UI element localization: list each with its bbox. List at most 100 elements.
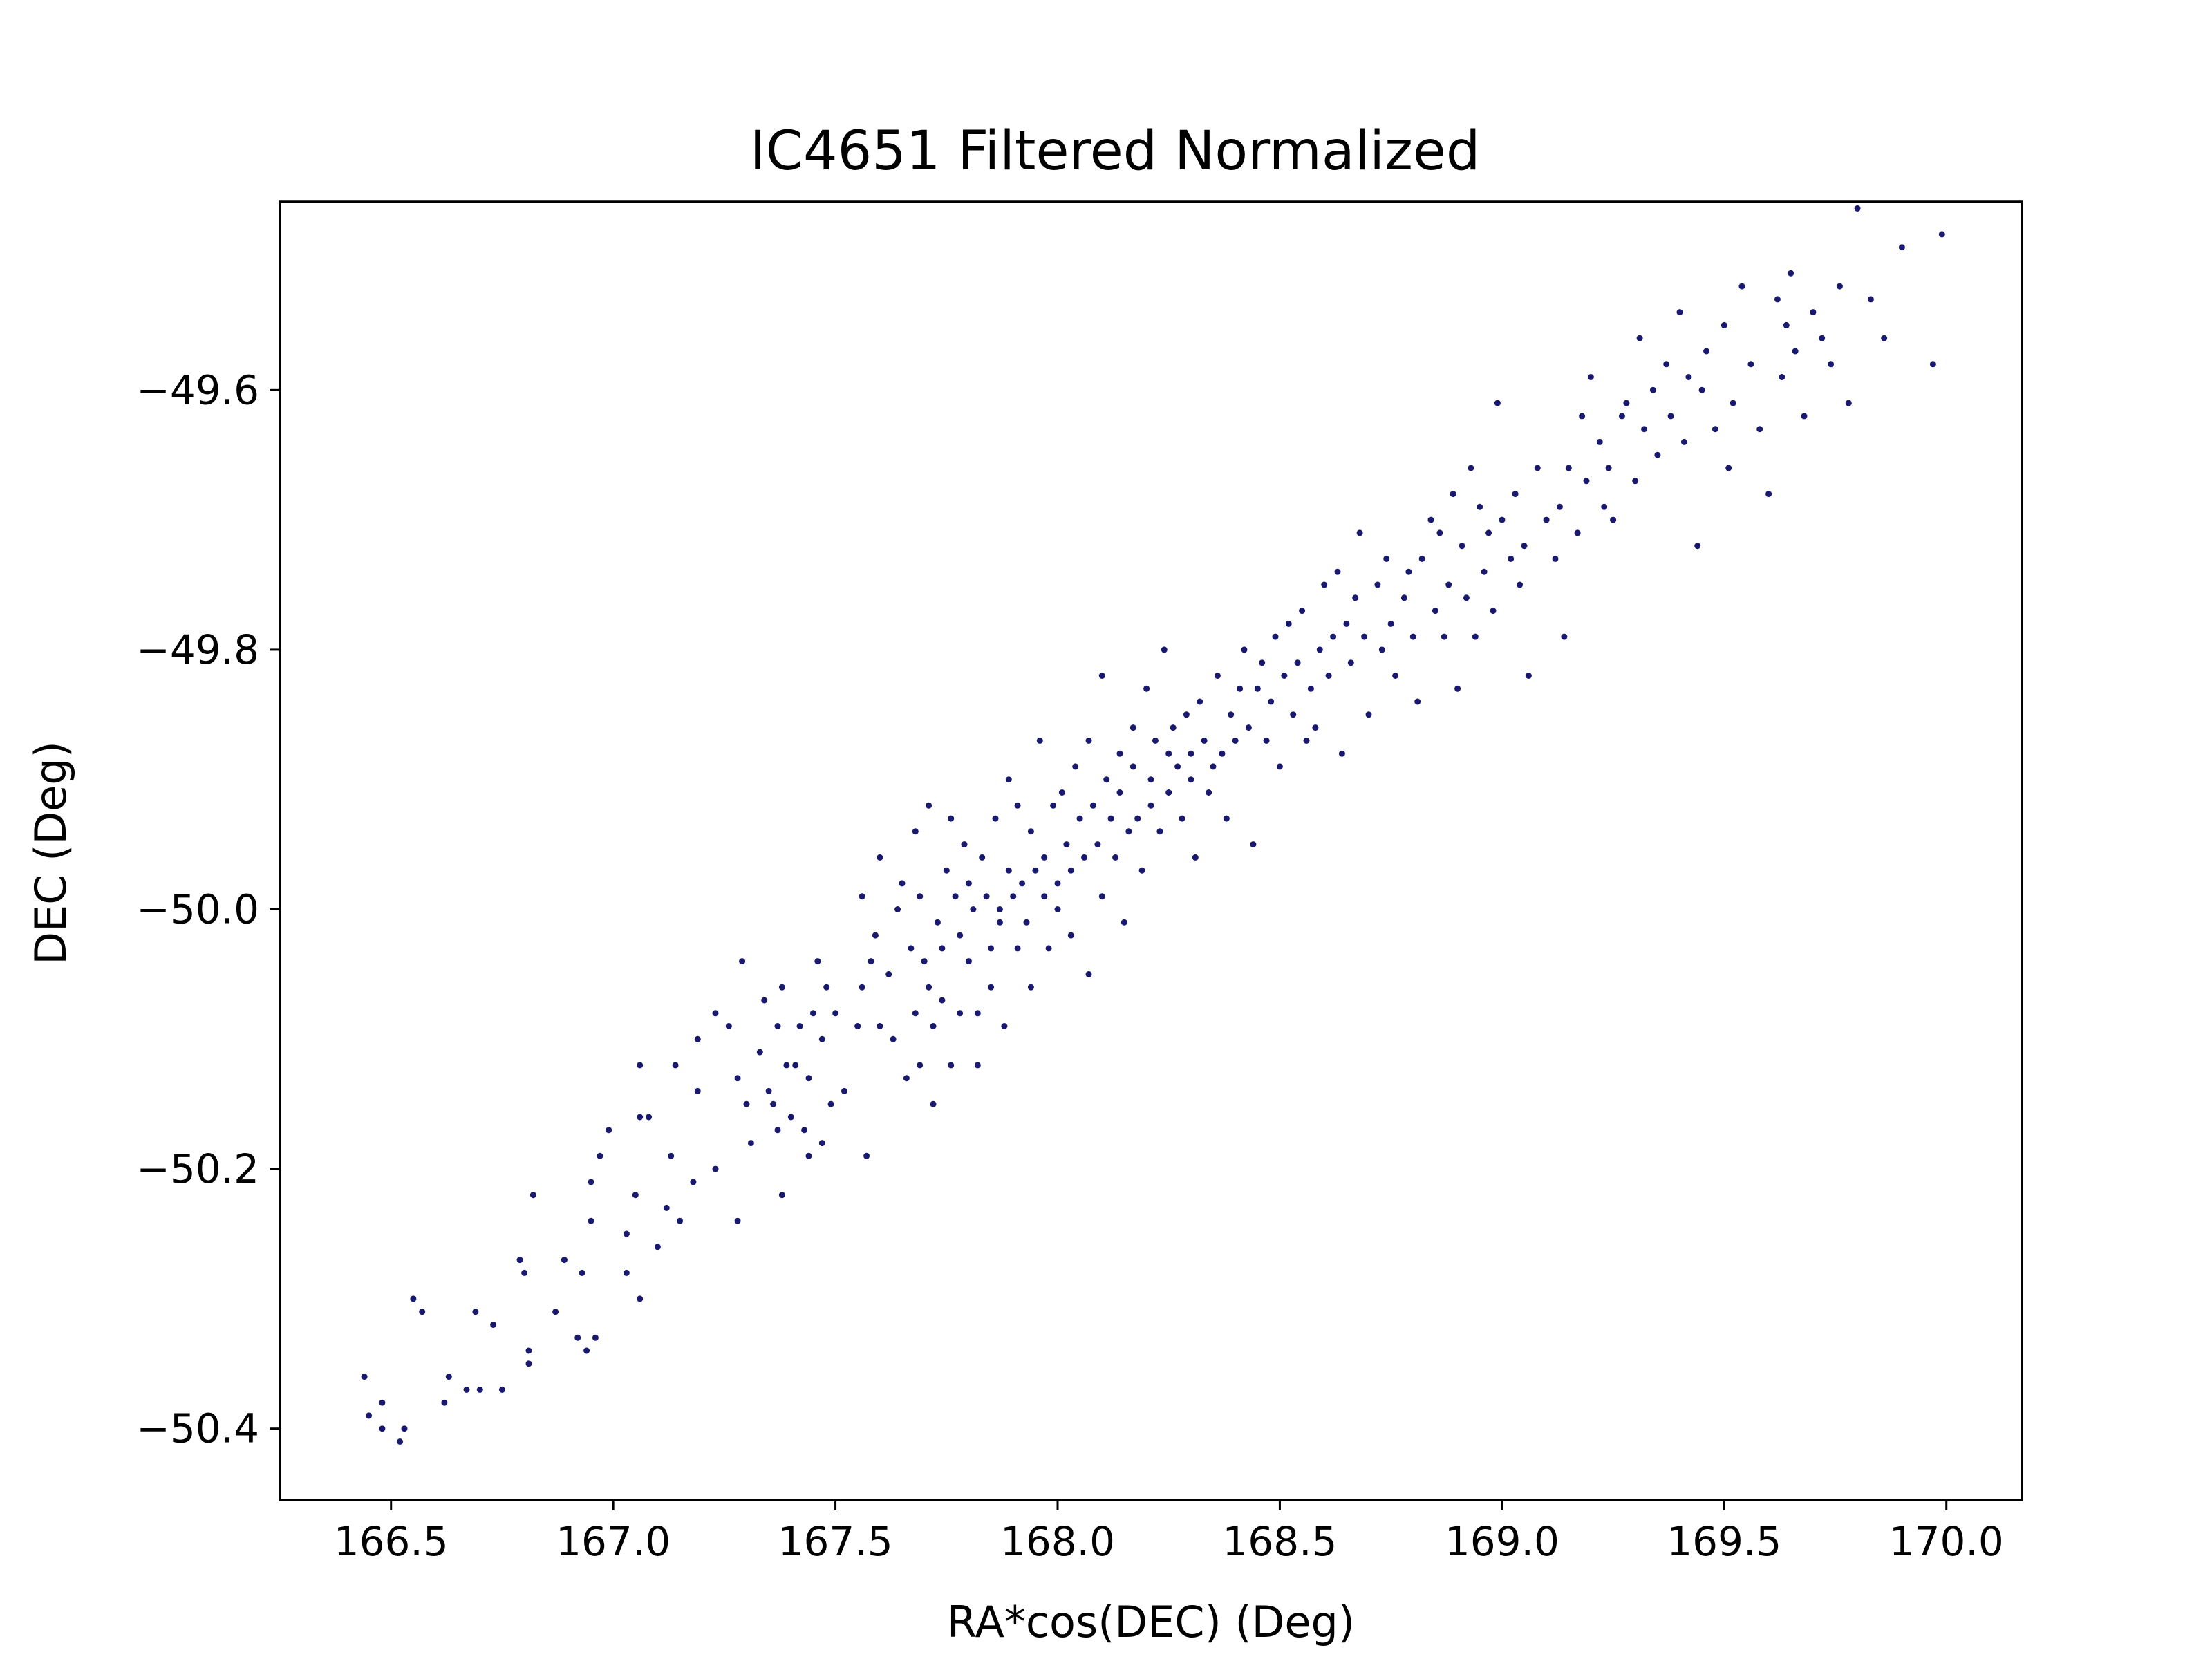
data-point (1254, 685, 1261, 692)
data-point (1316, 646, 1323, 653)
data-point (805, 1075, 812, 1082)
data-point (668, 1152, 675, 1159)
data-point (1010, 893, 1017, 900)
data-point (890, 1035, 897, 1042)
data-point (783, 1062, 790, 1069)
data-point (885, 971, 892, 977)
data-point (1703, 348, 1710, 355)
data-point (379, 1425, 386, 1432)
data-point (379, 1399, 386, 1406)
data-point (747, 1140, 754, 1147)
data-point (1201, 737, 1208, 744)
data-point (1721, 321, 1727, 328)
data-point (992, 815, 999, 822)
data-point (1485, 529, 1492, 536)
data-point (965, 880, 972, 887)
data-point (1138, 867, 1145, 874)
data-point (1272, 633, 1279, 640)
data-point (823, 984, 830, 991)
data-point (934, 919, 941, 926)
data-point (1281, 673, 1288, 679)
data-point (1779, 374, 1785, 380)
data-point (877, 854, 883, 861)
data-point (1579, 413, 1586, 420)
data-point (863, 1152, 870, 1159)
data-point (912, 1010, 919, 1017)
data-point (1165, 789, 1172, 796)
x-tick-label: 166.5 (334, 1518, 449, 1565)
data-point (1623, 400, 1630, 406)
data-point (1450, 491, 1456, 498)
data-point (1392, 673, 1399, 679)
data-point (1067, 867, 1074, 874)
data-point (1330, 633, 1337, 640)
data-point (419, 1309, 426, 1315)
data-point (948, 815, 955, 822)
data-points (361, 205, 1945, 1445)
data-point (1032, 867, 1039, 874)
data-point (1854, 205, 1861, 212)
data-point (1206, 789, 1212, 796)
data-point (1583, 478, 1590, 485)
data-point (1147, 776, 1154, 783)
data-point (1712, 426, 1718, 433)
data-point (1836, 283, 1843, 290)
data-point (366, 1412, 373, 1419)
data-point (988, 945, 995, 952)
data-point (1676, 309, 1683, 316)
data-point (1747, 361, 1754, 368)
data-point (1321, 581, 1328, 588)
data-point (1938, 231, 1945, 238)
data-point (579, 1269, 585, 1276)
data-point (1499, 516, 1506, 523)
data-point (1517, 581, 1524, 588)
data-point (1654, 451, 1661, 458)
data-point (583, 1347, 590, 1354)
data-point (1463, 594, 1470, 601)
y-tick-label: −49.8 (136, 626, 259, 673)
data-point (694, 1035, 701, 1042)
data-point (1307, 685, 1314, 692)
data-point (1152, 737, 1159, 744)
data-point (1232, 737, 1239, 744)
data-point (1409, 633, 1416, 640)
data-point (1730, 400, 1736, 406)
data-point (1494, 400, 1501, 406)
data-point (1250, 841, 1257, 848)
data-point (401, 1425, 408, 1432)
data-point (796, 1023, 803, 1029)
data-point (1490, 608, 1497, 615)
data-point (1378, 646, 1385, 653)
data-point (1041, 893, 1048, 900)
data-point (939, 945, 946, 952)
data-point (1347, 659, 1354, 666)
data-point (476, 1386, 483, 1393)
data-point (606, 1127, 612, 1134)
y-axis-ticks: −49.6 −49.8 −50.0 −50.2 −50.4 (136, 366, 280, 1452)
data-point (1610, 516, 1617, 523)
data-point (734, 1217, 741, 1224)
data-point (654, 1244, 661, 1250)
data-point (1468, 465, 1474, 471)
x-tick-label: 169.0 (1445, 1518, 1559, 1565)
data-point (1898, 244, 1905, 251)
data-point (805, 1152, 812, 1159)
data-point (1845, 400, 1852, 406)
data-point (1130, 724, 1136, 731)
data-point (1156, 828, 1163, 835)
data-point (1001, 1023, 1008, 1029)
data-point (1636, 335, 1643, 341)
data-point (1685, 374, 1692, 380)
data-point (1445, 581, 1452, 588)
data-point (1076, 815, 1083, 822)
data-point (1788, 270, 1794, 276)
data-point (1667, 413, 1674, 420)
data-point (1552, 555, 1559, 562)
data-point (917, 1062, 924, 1069)
data-point (1738, 283, 1745, 290)
data-point (1067, 932, 1074, 939)
data-point (1219, 750, 1226, 757)
data-point (361, 1374, 368, 1380)
